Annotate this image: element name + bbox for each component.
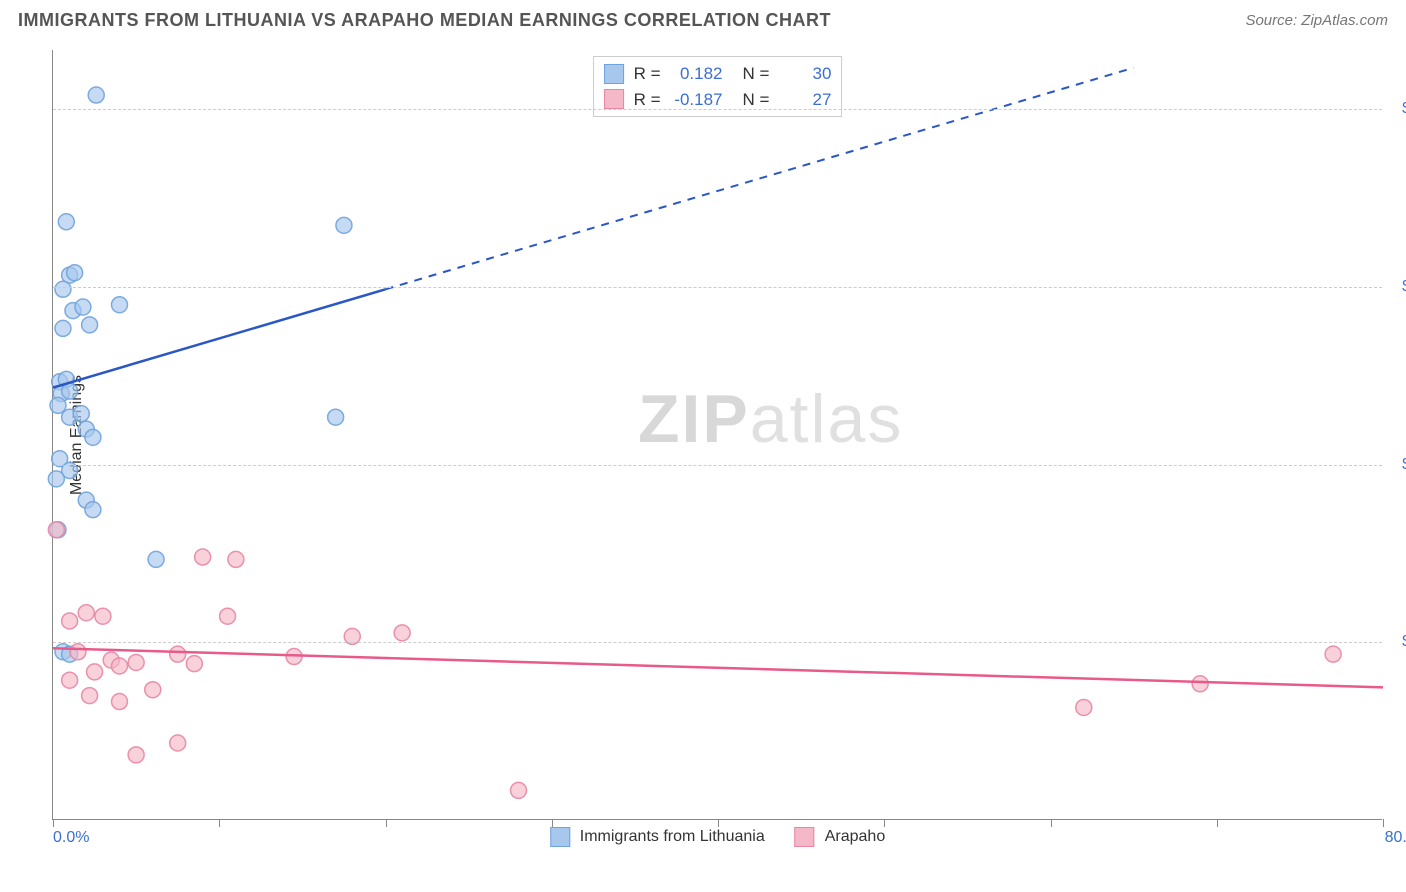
legend-r-value: -0.187 (667, 87, 723, 113)
chart-title: IMMIGRANTS FROM LITHUANIA VS ARAPAHO MED… (18, 10, 831, 31)
legend-r-label: R = (634, 61, 661, 87)
y-tick-label: $35,000 (1402, 633, 1406, 651)
x-tick (219, 819, 220, 827)
legend-bottom-item: Arapaho (795, 827, 886, 847)
legend-n-value: 27 (775, 87, 831, 113)
legend-bottom: Immigrants from Lithuania Arapaho (550, 827, 885, 847)
x-tick (884, 819, 885, 827)
x-tick (1383, 819, 1384, 827)
legend-top-row: R =0.182 N =30 (604, 61, 832, 87)
grid-line (53, 287, 1382, 288)
x-max-label: 80.0% (1385, 829, 1406, 847)
x-tick (386, 819, 387, 827)
legend-top-row: R =-0.187 N =27 (604, 87, 832, 113)
legend-n-label: N = (743, 61, 770, 87)
chart-header: IMMIGRANTS FROM LITHUANIA VS ARAPAHO MED… (0, 0, 1406, 31)
source-label: Source: ZipAtlas.com (1245, 12, 1388, 29)
grid-line (53, 465, 1382, 466)
x-tick (1217, 819, 1218, 827)
legend-series-label: Arapaho (825, 828, 886, 846)
x-tick (552, 819, 553, 827)
legend-swatch (604, 89, 624, 109)
y-tick-label: $80,000 (1402, 100, 1406, 118)
grid-line (53, 642, 1382, 643)
legend-swatch (550, 827, 570, 847)
x-tick (718, 819, 719, 827)
legend-series-label: Immigrants from Lithuania (580, 828, 765, 846)
legend-n-value: 30 (775, 61, 831, 87)
y-tick-label: $50,000 (1402, 456, 1406, 474)
grid-line (53, 109, 1382, 110)
y-tick-label: $65,000 (1402, 278, 1406, 296)
chart-container: Median Earnings ZIPatlas R =0.182N =30R … (52, 50, 1382, 820)
legend-top: R =0.182 N =30 R =-0.187 N =27 (593, 56, 843, 117)
x-tick (53, 819, 54, 827)
legend-r-value: 0.182 (667, 61, 723, 87)
legend-swatch (795, 827, 815, 847)
legend-r-label: R = (634, 87, 661, 113)
x-tick (1051, 819, 1052, 827)
plot-area: Median Earnings ZIPatlas R =0.182N =30R … (52, 50, 1382, 820)
plot-svg (53, 50, 1383, 820)
legend-n-label: N = (743, 87, 770, 113)
legend-bottom-item: Immigrants from Lithuania (550, 827, 765, 847)
legend-swatch (604, 64, 624, 84)
x-min-label: 0.0% (53, 829, 89, 847)
